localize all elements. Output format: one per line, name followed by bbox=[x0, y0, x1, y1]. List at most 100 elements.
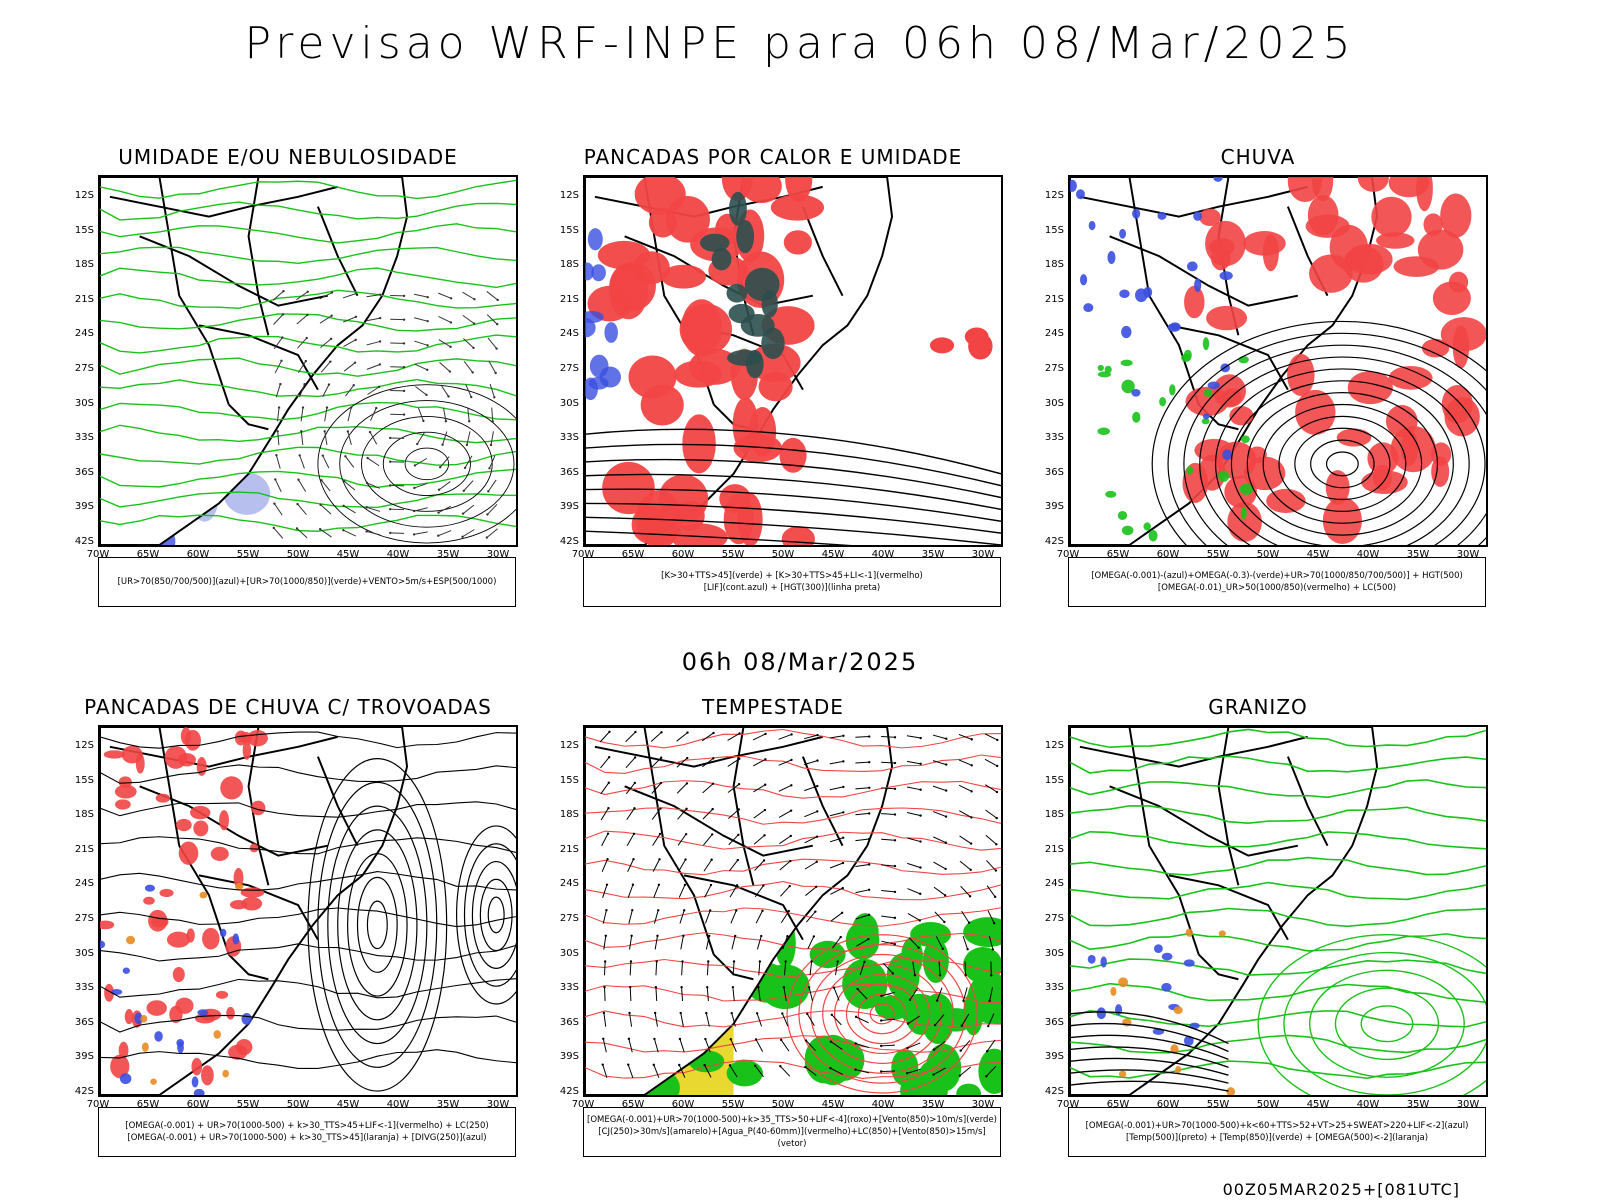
latitude-label: 18S bbox=[74, 259, 94, 271]
longitude-label: 70W bbox=[571, 1099, 595, 1110]
panel-umidade: UMIDADE E/OU NEBULOSIDADE [UR>70(850/700… bbox=[58, 145, 518, 625]
latitude-label: 21S bbox=[74, 293, 94, 305]
longitude-label: 45W bbox=[336, 549, 360, 560]
longitude-label: 35W bbox=[1406, 1099, 1430, 1110]
longitude-label: 70W bbox=[86, 549, 110, 560]
legend-line: [OMEGA(-0.001) + UR>70(1000-500) + k>30_… bbox=[127, 1133, 487, 1143]
latitude-label: 33S bbox=[559, 982, 579, 994]
latitude-label: 39S bbox=[559, 1051, 579, 1063]
longitude-label: 55W bbox=[236, 549, 260, 560]
latitude-label: 39S bbox=[74, 501, 94, 513]
longitude-label: 50W bbox=[1256, 549, 1280, 560]
panel-title: TEMPESTADE bbox=[702, 695, 844, 719]
longitude-label: 30W bbox=[486, 1099, 510, 1110]
latitude-label: 15S bbox=[1044, 774, 1064, 786]
latitude-label: 24S bbox=[74, 878, 94, 890]
longitude-label: 65W bbox=[136, 549, 160, 560]
latitude-label: 36S bbox=[1044, 466, 1064, 478]
legend-line: [OMEGA(-0.001)+UR>70(1000-500)+k<60+TTS>… bbox=[1085, 1121, 1469, 1131]
latitude-label: 18S bbox=[1044, 809, 1064, 821]
longitude-label: 50W bbox=[771, 549, 795, 560]
longitude-label: 40W bbox=[871, 549, 895, 560]
latitude-label: 15S bbox=[74, 224, 94, 236]
latitude-label: 30S bbox=[74, 947, 94, 959]
map-legend: [UR>70(850/700/500)](azul)+[UR>70(1000/8… bbox=[98, 557, 516, 607]
latitude-label: 24S bbox=[1044, 328, 1064, 340]
latitude-label: 27S bbox=[559, 913, 579, 924]
latitude-label: 30S bbox=[74, 397, 94, 409]
latitude-label: 42S bbox=[1044, 536, 1064, 547]
map-legend: [OMEGA(-0.001)-(azul)+OMEGA(-0.3)-(verde… bbox=[1068, 557, 1486, 607]
latitude-label: 12S bbox=[74, 190, 94, 201]
longitude-label: 40W bbox=[871, 1099, 895, 1110]
longitude-label: 50W bbox=[286, 549, 310, 560]
forecast-map bbox=[583, 725, 1003, 1097]
longitude-label: 55W bbox=[236, 1099, 260, 1110]
latitude-label: 36S bbox=[559, 466, 579, 478]
latitude-label: 27S bbox=[74, 363, 94, 374]
forecast-map bbox=[1068, 175, 1488, 547]
longitude-label: 35W bbox=[921, 1099, 945, 1110]
latitude-label: 12S bbox=[74, 740, 94, 751]
map-graphic bbox=[585, 727, 1001, 1095]
run-info-footer: 00Z05MAR2025+[081UTC] bbox=[1222, 1180, 1460, 1199]
longitude-label: 65W bbox=[621, 1099, 645, 1110]
longitude-label: 30W bbox=[486, 549, 510, 560]
legend-line: [Temp(500)](preto) + [Temp(850)](verde) … bbox=[1125, 1133, 1429, 1143]
panel-title: CHUVA bbox=[1220, 145, 1296, 169]
panel-title: PANCADAS DE CHUVA C/ TROVOADAS bbox=[84, 695, 492, 719]
legend-line: [UR>70(850/700/500)](azul)+[UR>70(1000/8… bbox=[117, 577, 497, 587]
main-title: Previsao WRF-INPE para 06h 08/Mar/2025 bbox=[244, 18, 1356, 69]
map-legend: [OMEGA(-0.001)+UR>70(1000-500)+k<60+TTS>… bbox=[1068, 1107, 1486, 1157]
legend-line: [OMEGA(-0.001)-(azul)+OMEGA(-0.3)-(verde… bbox=[1091, 571, 1463, 581]
latitude-label: 39S bbox=[74, 1051, 94, 1063]
longitude-label: 40W bbox=[1356, 549, 1380, 560]
latitude-label: 36S bbox=[559, 1016, 579, 1028]
forecast-map bbox=[98, 175, 518, 547]
latitude-label: 24S bbox=[1044, 878, 1064, 890]
latitude-label: 36S bbox=[74, 1016, 94, 1028]
longitude-label: 55W bbox=[721, 549, 745, 560]
longitude-label: 55W bbox=[1206, 1099, 1230, 1110]
longitude-label: 40W bbox=[386, 549, 410, 560]
latitude-label: 18S bbox=[559, 809, 579, 821]
longitude-label: 60W bbox=[186, 1099, 210, 1110]
longitude-label: 65W bbox=[136, 1099, 160, 1110]
panel-title: GRANIZO bbox=[1208, 695, 1308, 719]
longitude-label: 50W bbox=[286, 1099, 310, 1110]
longitude-label: 60W bbox=[186, 549, 210, 560]
latitude-label: 42S bbox=[1044, 1086, 1064, 1097]
longitude-label: 50W bbox=[771, 1099, 795, 1110]
longitude-label: 60W bbox=[1156, 1099, 1180, 1110]
longitude-label: 65W bbox=[621, 549, 645, 560]
latitude-label: 21S bbox=[1044, 843, 1064, 855]
latitude-label: 15S bbox=[1044, 224, 1064, 236]
panel-trovoadas: PANCADAS DE CHUVA C/ TROVOADAS [OMEGA(-0… bbox=[58, 695, 518, 1175]
longitude-label: 55W bbox=[721, 1099, 745, 1110]
longitude-label: 55W bbox=[1206, 549, 1230, 560]
latitude-label: 30S bbox=[559, 397, 579, 409]
longitude-label: 45W bbox=[336, 1099, 360, 1110]
latitude-label: 39S bbox=[1044, 1051, 1064, 1063]
longitude-label: 65W bbox=[1106, 549, 1130, 560]
latitude-label: 27S bbox=[1044, 913, 1064, 924]
map-graphic bbox=[1070, 727, 1486, 1095]
latitude-label: 39S bbox=[559, 501, 579, 513]
latitude-label: 18S bbox=[559, 259, 579, 271]
latitude-label: 27S bbox=[559, 363, 579, 374]
legend-line: [OMEGA(-0.001)+UR>70(1000-500)+k>35_TTS>… bbox=[587, 1115, 997, 1125]
legend-line: [CJ(250)>30m/s](amarelo)+[Agua_P(40-60mm… bbox=[598, 1127, 986, 1149]
panel-chuva: CHUVA [OMEGA(-0.001)-(azul)+OMEGA(-0.3)-… bbox=[1028, 145, 1488, 625]
longitude-label: 60W bbox=[671, 549, 695, 560]
map-graphic bbox=[100, 727, 516, 1095]
longitude-label: 30W bbox=[971, 1099, 995, 1110]
latitude-label: 21S bbox=[559, 293, 579, 305]
latitude-label: 33S bbox=[74, 982, 94, 994]
longitude-label: 40W bbox=[386, 1099, 410, 1110]
longitude-label: 35W bbox=[436, 1099, 460, 1110]
latitude-label: 15S bbox=[559, 774, 579, 786]
latitude-label: 42S bbox=[559, 1086, 579, 1097]
latitude-label: 33S bbox=[559, 432, 579, 444]
latitude-label: 18S bbox=[1044, 259, 1064, 271]
longitude-label: 30W bbox=[971, 549, 995, 560]
